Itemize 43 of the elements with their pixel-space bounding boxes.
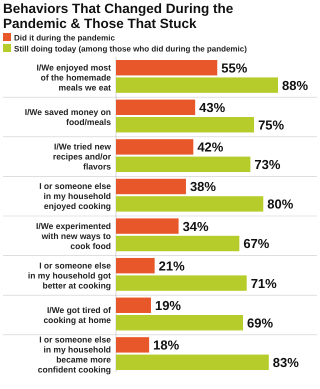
chart-title: Behaviors That Changed During the Pandemic & Those That Stuck	[3, 1, 234, 31]
y-tick-label: I/We enjoyed most of the homemade meals we eat	[36, 62, 112, 92]
data-label: 43%	[199, 100, 226, 115]
data-label: 73%	[254, 157, 281, 172]
data-label: 88%	[282, 78, 308, 93]
bar	[116, 117, 254, 132]
bar	[116, 196, 264, 212]
data-label: 75%	[258, 117, 285, 132]
bar	[116, 77, 278, 93]
bar	[116, 236, 240, 252]
bar	[116, 354, 269, 370]
data-label: 71%	[250, 276, 278, 291]
bar	[116, 178, 186, 194]
data-label: 38%	[190, 179, 216, 194]
bar	[116, 258, 155, 274]
data-label: 69%	[247, 315, 274, 330]
legend-label: Did it during the pandemic	[14, 34, 116, 42]
bar	[116, 218, 179, 234]
bar	[116, 139, 194, 155]
y-tick-label: I or someone else in my household got better at cooking	[28, 260, 112, 290]
y-tick-label: I/We experimented with new ways to cook food	[36, 220, 111, 251]
data-label: 42%	[197, 140, 224, 155]
y-tick-label: I or someone else in my household became more confident cooking	[38, 334, 112, 375]
data-label: 67%	[243, 236, 270, 252]
bar	[116, 60, 218, 76]
legend-label: Still doing today (among those who did during the pandemic)	[14, 44, 248, 54]
data-label: 55%	[221, 60, 248, 76]
bar	[116, 275, 247, 291]
bar	[116, 100, 196, 116]
y-tick-label: I/We tried new recipes and/or flavors	[52, 142, 112, 172]
data-label: 80%	[267, 196, 294, 212]
bar	[116, 298, 151, 313]
data-label: 21%	[158, 258, 186, 274]
data-label: 18%	[153, 338, 180, 353]
y-tick-label: I/We got tired of cooking at home	[43, 304, 112, 325]
y-tick-label: I/We saved money on food/meals	[24, 107, 112, 128]
bar	[116, 337, 150, 353]
data-label: 83%	[272, 354, 300, 370]
data-label: 19%	[154, 298, 182, 313]
y-tick-label: I or someone else in my household enjoyed cooking	[39, 181, 112, 212]
data-label: 34%	[182, 218, 210, 234]
bar	[116, 314, 244, 330]
bar	[116, 156, 250, 172]
